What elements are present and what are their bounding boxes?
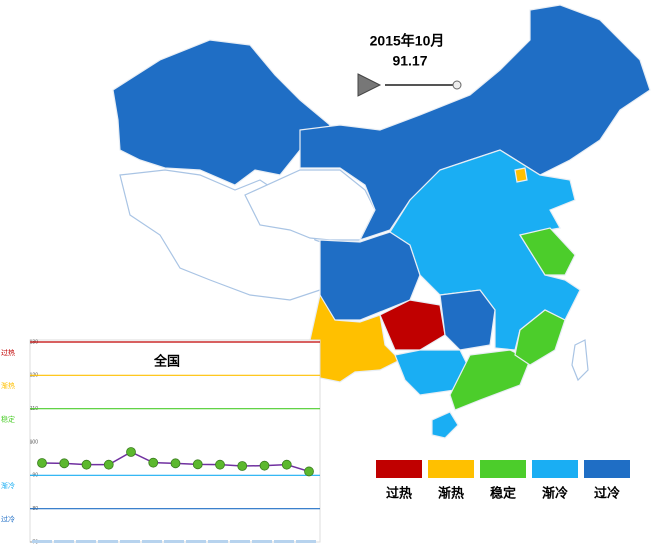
data-point xyxy=(215,459,225,470)
data-point xyxy=(37,458,47,468)
axis-segment xyxy=(76,540,96,543)
legend-label: 渐冷 xyxy=(542,485,568,500)
band-label: 渐冷 xyxy=(1,481,15,490)
legend: 过热 渐热 稳定 渐冷 过冷 xyxy=(376,460,630,500)
axis-segment xyxy=(164,540,184,543)
data-point xyxy=(148,457,159,468)
axis-segment xyxy=(274,540,294,543)
chart-title: 全国 xyxy=(153,353,180,368)
data-point xyxy=(126,447,136,457)
y-tick-label: 100 xyxy=(30,439,39,445)
band-label: 过热 xyxy=(1,348,15,357)
data-point xyxy=(259,460,270,471)
axis-segment xyxy=(142,540,162,543)
slider-knob[interactable] xyxy=(452,80,462,90)
data-point xyxy=(237,461,248,471)
legend-swatch xyxy=(532,460,578,478)
legend-label: 过热 xyxy=(386,485,412,500)
data-point xyxy=(192,459,203,470)
axis-segment xyxy=(186,540,206,543)
axis-segment xyxy=(296,540,316,543)
map xyxy=(112,4,651,439)
data-point xyxy=(103,459,114,470)
legend-swatch xyxy=(428,460,474,478)
data-point xyxy=(304,466,314,477)
legend-swatch xyxy=(584,460,630,478)
index-value: 91.17 xyxy=(392,53,427,69)
play-button[interactable] xyxy=(357,73,382,97)
data-point xyxy=(81,459,92,470)
legend-label: 稳定 xyxy=(490,485,516,500)
axis-segment xyxy=(98,540,118,543)
axis-segment xyxy=(208,540,228,543)
chart-frame xyxy=(29,339,321,543)
data-point xyxy=(59,458,70,469)
time-slider[interactable] xyxy=(357,73,462,97)
axis-segment xyxy=(230,540,250,543)
axis-segment xyxy=(120,540,140,543)
data-point xyxy=(281,459,292,470)
line-chart: 全国130120110100908070过热渐热稳定渐冷过冷 xyxy=(1,339,320,545)
legend-label: 渐热 xyxy=(438,485,464,500)
legend-swatch xyxy=(376,460,422,478)
date-label: 2015年10月 xyxy=(370,33,445,49)
axis-segment xyxy=(54,540,74,543)
band-label: 过冷 xyxy=(1,515,15,524)
band-label: 渐热 xyxy=(1,381,15,390)
legend-swatch xyxy=(480,460,526,478)
data-point xyxy=(170,458,181,469)
legend-label: 过冷 xyxy=(594,485,620,500)
band-label: 稳定 xyxy=(1,415,15,424)
axis-segment xyxy=(252,540,272,543)
axis-segment xyxy=(32,540,52,543)
